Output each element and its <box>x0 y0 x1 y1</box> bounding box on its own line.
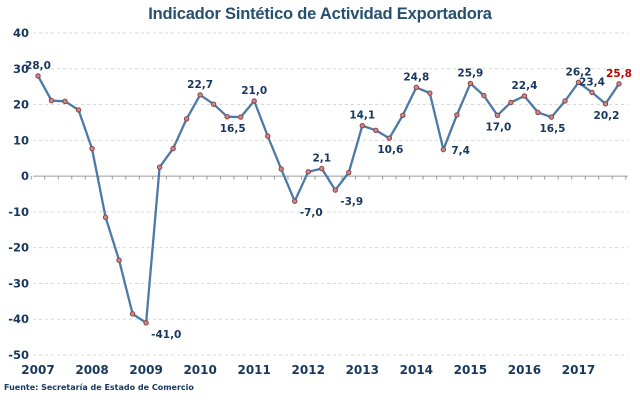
y-axis-tick-label: 30 <box>13 62 29 76</box>
data-point-marker <box>386 135 393 141</box>
data-point-label: 28,0 <box>25 60 51 72</box>
data-point-label: -41,0 <box>151 329 181 341</box>
data-point-label: 22,4 <box>511 80 537 92</box>
data-point-marker <box>48 97 55 104</box>
data-point-marker <box>143 320 149 326</box>
data-point-marker <box>170 145 176 152</box>
data-point-marker <box>129 311 136 317</box>
data-point-marker <box>521 93 528 99</box>
data-point-marker <box>75 107 82 113</box>
data-point-label: 7,4 <box>451 145 470 157</box>
data-point-marker <box>305 169 311 175</box>
chart-source-note: Fuente: Secretaría de Estado de Comercio <box>4 383 194 392</box>
data-point-marker <box>494 112 501 118</box>
data-point-marker <box>575 79 582 86</box>
data-point-marker <box>616 81 622 87</box>
data-point-label: 25,9 <box>457 67 483 79</box>
data-point-marker <box>319 165 325 172</box>
data-point-marker <box>400 112 406 118</box>
data-point-label: -7,0 <box>300 207 323 219</box>
data-point-marker <box>427 90 433 96</box>
data-point-label: 17,0 <box>485 121 511 133</box>
data-point-marker <box>89 145 95 152</box>
y-axis-tick-label: -40 <box>8 312 29 326</box>
y-axis-tick-label: 40 <box>13 26 29 40</box>
data-point-label: 22,7 <box>187 79 213 91</box>
x-axis-year-label: 2012 <box>292 363 325 377</box>
x-axis-year-label: 2016 <box>508 363 541 377</box>
data-point-label: 23,4 <box>579 76 605 88</box>
data-point-label: 14,1 <box>349 110 375 122</box>
data-point-marker <box>197 92 203 98</box>
y-axis-tick-label: 20 <box>13 98 29 112</box>
data-point-marker <box>183 116 190 122</box>
data-point-label: 20,2 <box>594 110 620 122</box>
data-line <box>36 74 621 324</box>
y-axis-tick-label: 0 <box>21 169 29 183</box>
data-point-marker <box>156 164 163 170</box>
y-axis-tick-label: -10 <box>8 205 29 219</box>
data-point-marker <box>62 98 68 105</box>
data-point-marker <box>454 112 460 118</box>
data-point-label: 24,8 <box>403 71 429 83</box>
data-point-marker <box>332 187 338 193</box>
x-axis-year-label: 2017 <box>562 363 595 377</box>
data-point-marker <box>481 92 487 99</box>
data-point-marker <box>467 80 474 87</box>
data-point-marker <box>251 98 257 104</box>
data-point-marker <box>116 257 122 263</box>
data-point-label: 21,0 <box>241 85 267 97</box>
x-axis-year-label: 2013 <box>346 363 379 377</box>
chart-title: Indicador Sintético de Actividad Exporta… <box>148 5 492 23</box>
data-point-marker <box>440 146 447 153</box>
y-axis-tick-label: -30 <box>8 276 29 290</box>
data-point-label: -3,9 <box>340 196 363 208</box>
x-axis-year-label: 2011 <box>237 363 270 377</box>
data-point-label: 16,5 <box>220 123 246 135</box>
y-axis-tick-label: 10 <box>13 133 29 147</box>
data-point-marker <box>102 214 109 220</box>
x-axis-year-label: 2008 <box>75 363 108 377</box>
data-point-marker <box>278 166 284 172</box>
y-axis-tick-label: -50 <box>8 348 29 362</box>
x-axis-year-label: 2007 <box>21 363 54 377</box>
data-point-marker <box>602 101 609 107</box>
x-axis-year-label: 2010 <box>183 363 216 377</box>
data-point-marker <box>237 114 244 120</box>
x-axis-year-label: 2014 <box>400 363 433 377</box>
data-point-marker <box>562 98 568 104</box>
data-point-marker <box>224 114 230 120</box>
data-point-label: 10,6 <box>377 144 403 156</box>
data-point-marker <box>359 122 365 129</box>
data-point-marker <box>548 114 555 120</box>
y-axis-tick-label: -20 <box>8 241 29 255</box>
data-point-marker <box>508 99 514 106</box>
data-point-label: 2,1 <box>312 153 331 165</box>
x-axis-year-label: 2009 <box>129 363 162 377</box>
data-point-marker <box>210 101 217 107</box>
data-point-marker <box>589 89 595 96</box>
data-point-marker <box>265 133 271 139</box>
data-point-label: 16,5 <box>539 123 565 135</box>
data-point-marker <box>373 127 379 134</box>
data-point-marker <box>535 109 541 116</box>
data-point-marker <box>413 84 420 91</box>
data-point-label: 25,8 <box>606 68 632 80</box>
data-point-marker <box>35 73 41 79</box>
data-point-marker <box>346 169 352 176</box>
data-point-marker <box>292 198 298 204</box>
x-axis-year-label: 2015 <box>454 363 487 377</box>
data-point-label: 26,2 <box>566 66 592 78</box>
